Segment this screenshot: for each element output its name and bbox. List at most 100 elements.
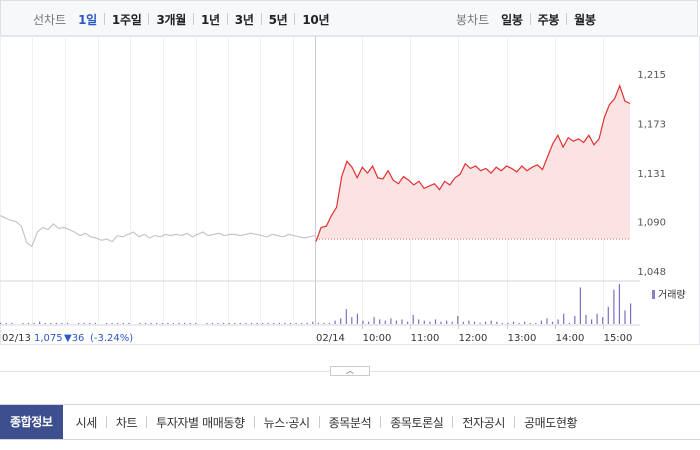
volume-bar: [451, 321, 453, 324]
chart-svg: 1,215 1,173 1,131 1,090 1,048 거래량 10:00 11:00…: [0, 36, 700, 345]
volume-bar: [167, 322, 169, 324]
tab-daily-candle[interactable]: 일봉: [501, 12, 523, 27]
tab-separator: [192, 13, 194, 25]
volume-bar: [446, 320, 448, 324]
nav-quotes[interactable]: 시세: [75, 415, 98, 430]
volume-bar: [368, 321, 370, 324]
nav-short-selling[interactable]: 공매도현황: [523, 415, 578, 430]
nav-separator: [380, 416, 382, 428]
tab-monthly-candle[interactable]: 월봉: [574, 12, 596, 27]
y-tick-label: 1,048: [637, 267, 666, 278]
tab-separator: [566, 13, 568, 25]
x-tick-label: 13:00: [508, 333, 537, 344]
volume-bar: [440, 321, 442, 324]
nav-investor-trading[interactable]: 투자자별 매매동향: [156, 415, 245, 430]
today-date-label: 02/14: [316, 333, 345, 344]
nav-separator: [253, 416, 255, 428]
volume-bar: [518, 322, 520, 324]
y-axis-labels: 1,215 1,173 1,131 1,090 1,048: [637, 70, 666, 278]
volume-bar: [217, 322, 219, 324]
volume-bar: [557, 319, 559, 324]
nav-news-disclosure[interactable]: 뉴스·공시: [263, 415, 310, 430]
volume-bar: [334, 320, 336, 324]
line-chart-tabs: 선차트 1일 1주일 3개월 1년 3년 5년 10년: [33, 1, 330, 37]
previous-day-info: 02/13 1,075 ▼36 (-3.24%) 02/14: [2, 333, 345, 344]
volume-bar: [27, 322, 30, 324]
volume-bar: [535, 322, 537, 324]
volume-bar: [457, 316, 459, 324]
y-tick-label: 1,090: [637, 217, 666, 228]
volume-bar: [468, 320, 470, 324]
chevron-up-icon: ︿: [346, 366, 354, 375]
volume-bar: [250, 322, 253, 324]
volume-bar: [295, 322, 297, 324]
volume-bar: [462, 321, 464, 324]
volume-bar: [579, 287, 581, 324]
volume-bar: [172, 322, 174, 324]
tab-3-years[interactable]: 3년: [234, 12, 254, 27]
volume-bar: [239, 322, 241, 324]
volume-bar: [234, 322, 236, 324]
volume-bar: [211, 322, 214, 324]
volume-bar: [407, 321, 409, 324]
volume-bar: [139, 322, 141, 324]
volume-bar: [105, 322, 108, 324]
tab-1-week[interactable]: 1주일: [111, 12, 142, 27]
volume-bar: [317, 322, 319, 324]
nav-discussion[interactable]: 종목토론실: [390, 415, 444, 430]
volume-bar: [540, 320, 542, 324]
tab-1-year[interactable]: 1년: [200, 12, 220, 27]
volume-bar: [284, 322, 286, 324]
nav-analysis[interactable]: 종목분석: [328, 415, 372, 430]
prev-change-value: ▼36: [64, 333, 84, 344]
candle-chart-tabs: 봉차트 일봉 주봉 월봉: [456, 1, 596, 37]
tab-separator: [260, 13, 262, 25]
volume-bar: [340, 318, 342, 324]
volume-bar: [61, 322, 63, 324]
volume-bar: [563, 313, 565, 324]
volume-bar: [83, 322, 85, 324]
nav-separator: [105, 416, 107, 428]
volume-bar: [78, 322, 80, 324]
volume-bar: [390, 318, 392, 324]
volume-bar: [351, 317, 353, 324]
tab-10-years[interactable]: 10년: [302, 12, 330, 27]
volume-bar: [228, 322, 230, 324]
volume-legend-label: 거래량: [658, 289, 686, 301]
nav-summary[interactable]: 종합정보: [0, 405, 63, 439]
intraday-chart: 1,215 1,173 1,131 1,090 1,048 거래량 10:00 11:00…: [0, 36, 700, 346]
tab-5-years[interactable]: 5년: [268, 12, 288, 27]
volume-legend: 거래량: [652, 289, 686, 301]
volume-bar: [223, 322, 225, 324]
collapse-chart-button[interactable]: ︿: [330, 366, 370, 376]
volume-bar: [507, 322, 509, 324]
y-tick-label: 1,131: [637, 169, 666, 180]
tab-separator: [529, 13, 531, 25]
prev-close-price: 1,075: [34, 333, 63, 344]
x-axis-labels: 10:00 11:00 12:00 13:00 14:00 15:00: [362, 325, 633, 344]
volume-bar: [161, 322, 163, 324]
volume-bar: [596, 313, 598, 324]
tab-3-months[interactable]: 3개월: [156, 12, 186, 27]
today-price-line: [315, 84, 631, 242]
nav-chart[interactable]: 차트: [115, 415, 138, 430]
volume-bar: [613, 289, 615, 324]
x-tick-label: 15:00: [604, 333, 633, 344]
y-tick-label: 1,173: [637, 120, 666, 131]
volume-bar: [55, 322, 57, 324]
volume-bar: [373, 317, 375, 324]
nav-e-disclosure[interactable]: 전자공시: [462, 415, 505, 430]
candle-chart-label: 봉차트: [456, 12, 490, 27]
x-tick-label: 10:00: [363, 333, 392, 344]
volume-bar: [256, 322, 258, 324]
volume-bar: [122, 322, 124, 324]
tab-1-day[interactable]: 1일: [78, 12, 97, 27]
volume-bar: [423, 320, 425, 324]
nav-separator: [318, 416, 320, 428]
tab-weekly-candle[interactable]: 주봉: [537, 12, 560, 27]
volume-bar: [345, 309, 347, 324]
tab-separator: [103, 13, 105, 25]
volume-bar: [529, 322, 531, 324]
volume-bar: [267, 322, 269, 324]
volume-bar: [301, 322, 303, 324]
